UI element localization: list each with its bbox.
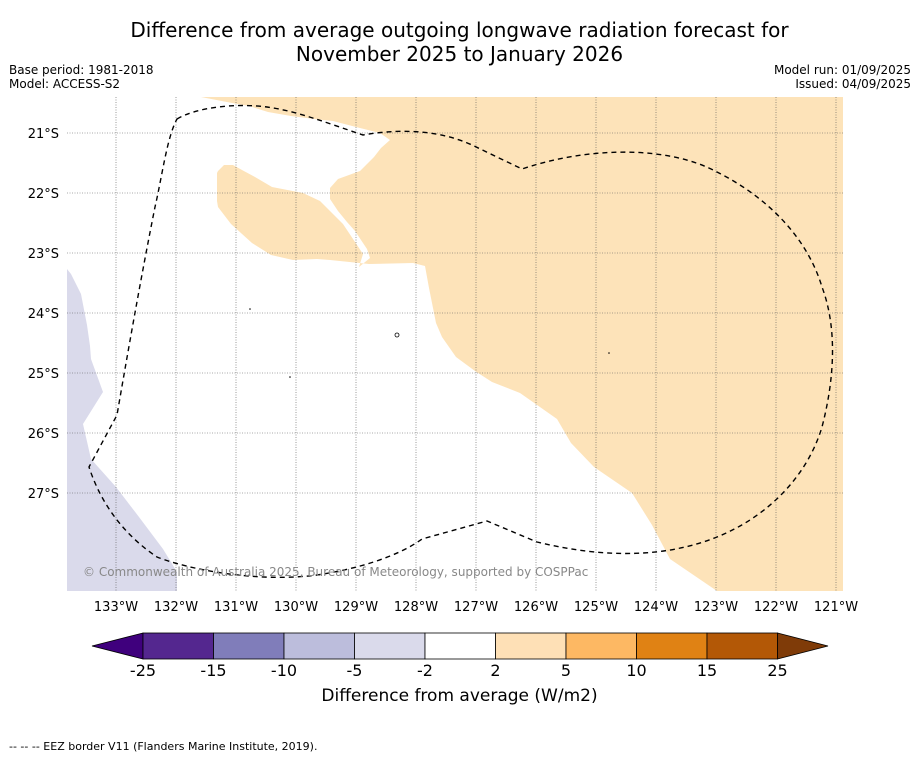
copyright-note: © Commonwealth of Australia 2025, Bureau…	[83, 565, 588, 579]
colorbar-tick: 15	[697, 661, 717, 680]
lon-label-125w: 125°W	[574, 600, 618, 615]
lon-label-132w: 132°W	[154, 600, 198, 615]
colorbar-tick: -25	[130, 661, 156, 680]
eez-footnote: -- -- -- EEZ border V11 (Flanders Marine…	[9, 740, 318, 753]
lon-label-128w: 128°W	[394, 600, 438, 615]
meta-right: Model run: 01/09/2025 Issued: 04/09/2025	[774, 63, 911, 91]
colorbar-extend-high	[777, 632, 829, 660]
lat-label-25s: 25°S	[28, 367, 59, 382]
colorbar-tick: -10	[271, 661, 297, 680]
lon-label-129w: 129°W	[334, 600, 378, 615]
colorbar-extend-low	[91, 632, 144, 660]
colorbar-bin	[354, 632, 426, 660]
colorbar-bin	[213, 632, 285, 660]
colorbar-tick: -2	[417, 661, 433, 680]
colorbar-tick: -5	[347, 661, 363, 680]
map-panel: © Commonwealth of Australia 2025, Bureau…	[67, 97, 843, 591]
lon-label-133w: 133°W	[94, 600, 138, 615]
colorbar-tick: 10	[626, 661, 646, 680]
colorbar	[91, 632, 829, 660]
colorbar-tick: -15	[200, 661, 226, 680]
lat-label-23s: 23°S	[28, 247, 59, 262]
lat-label-27s: 27°S	[28, 487, 59, 502]
lon-label-126w: 126°W	[514, 600, 558, 615]
colorbar-bin	[495, 632, 567, 660]
title-line-2: November 2025 to January 2026	[295, 42, 624, 66]
eez-border	[88, 104, 834, 579]
gridlines	[67, 97, 843, 591]
lat-label-21s: 21°S	[28, 127, 59, 142]
issued-date: Issued: 04/09/2025	[795, 77, 911, 91]
anomaly-region-negative	[67, 269, 177, 591]
lon-label-131w: 131°W	[214, 600, 258, 615]
colorbar-label: Difference from average (W/m2)	[321, 686, 598, 706]
base-period: Base period: 1981-2018	[9, 63, 154, 77]
lon-label-122w: 122°W	[754, 600, 798, 615]
colorbar-bin	[283, 632, 355, 660]
lat-label-24s: 24°S	[28, 307, 59, 322]
colorbar-bin	[565, 632, 637, 660]
colorbar-bin	[142, 632, 214, 660]
lon-label-127w: 127°W	[454, 600, 498, 615]
colorbar-bin	[424, 632, 496, 660]
lat-label-22s: 22°S	[28, 187, 59, 202]
colorbar-bin	[706, 632, 778, 660]
lon-label-121w: 121°W	[814, 600, 858, 615]
colorbar-tick: 2	[490, 661, 500, 680]
meta-left: Base period: 1981-2018 Model: ACCESS-S2	[9, 63, 154, 91]
lon-label-130w: 130°W	[274, 600, 318, 615]
island-marker	[394, 332, 400, 338]
lon-label-123w: 123°W	[694, 600, 738, 615]
title-line-1: Difference from average outgoing longwav…	[130, 18, 789, 42]
model-name: Model: ACCESS-S2	[9, 77, 121, 91]
anomaly-region-positive	[201, 97, 843, 591]
colorbar-tick: 25	[767, 661, 787, 680]
colorbar-tick: 5	[561, 661, 571, 680]
island-marker	[608, 352, 610, 354]
lon-label-124w: 124°W	[634, 600, 678, 615]
model-run: Model run: 01/09/2025	[773, 63, 911, 77]
island-marker	[249, 308, 251, 310]
chart-title: Difference from average outgoing longwav…	[0, 18, 919, 66]
colorbar-bin	[636, 632, 708, 660]
island-marker	[289, 376, 291, 378]
lat-label-26s: 26°S	[28, 427, 59, 442]
